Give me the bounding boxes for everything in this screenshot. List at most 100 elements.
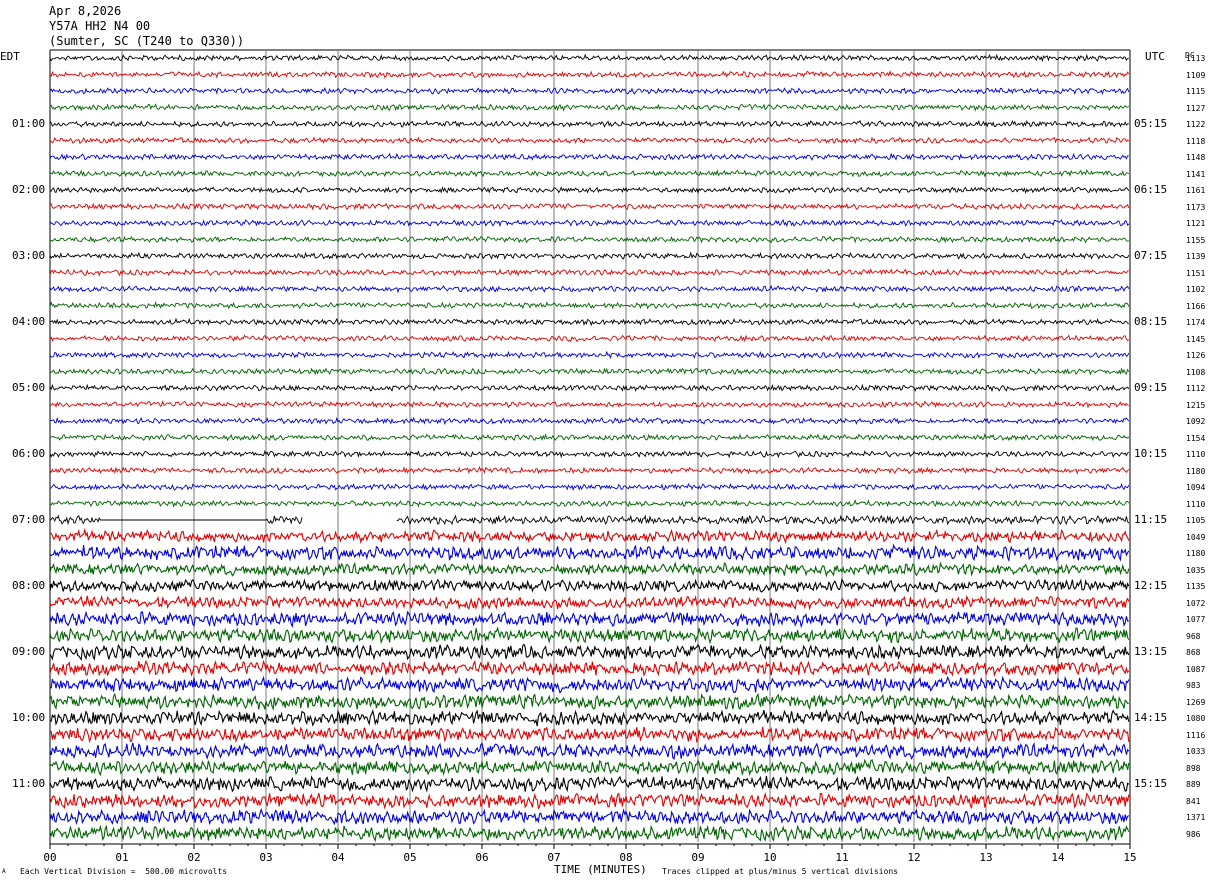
dc-offset-value: 1118 bbox=[1186, 136, 1206, 146]
dc-offset-value: 1080 bbox=[1186, 714, 1206, 723]
seismic-trace-line bbox=[49, 450, 1130, 459]
left-timezone-label: EDT bbox=[0, 50, 20, 63]
right-hour-label: 10:15 bbox=[1134, 447, 1168, 460]
left-hour-label: 05:00 bbox=[12, 381, 46, 394]
seismic-trace-line bbox=[49, 383, 1130, 393]
x-tick-label: 00 bbox=[43, 851, 56, 864]
right-hour-label: 05:15 bbox=[1134, 117, 1168, 130]
seismic-trace-line bbox=[49, 610, 1129, 629]
seismic-trace-line bbox=[49, 758, 1130, 777]
seismic-trace-line bbox=[49, 499, 1130, 508]
seismic-trace-line bbox=[49, 675, 1130, 694]
dc-offset-value: 889 bbox=[1186, 780, 1201, 789]
left-hour-label: 04:00 bbox=[12, 315, 46, 328]
dc-offset-value: 1102 bbox=[1186, 285, 1206, 294]
seismic-trace-line bbox=[49, 741, 1130, 761]
dc-offset-value: 1113 bbox=[1186, 54, 1206, 63]
seismic-trace-line bbox=[49, 692, 1129, 712]
seismic-trace-line bbox=[49, 643, 1130, 662]
seismic-trace-line bbox=[49, 235, 1130, 244]
right-timezone-label: UTC bbox=[1145, 50, 1165, 63]
dc-offset-value: 868 bbox=[1186, 648, 1201, 657]
seismic-trace-line bbox=[49, 136, 1130, 145]
seismic-trace-line bbox=[49, 400, 1130, 409]
header-location: (Sumter, SC (T240 to Q330)) bbox=[49, 34, 245, 48]
seismic-trace-line bbox=[49, 726, 1130, 744]
dc-offset-value: 1154 bbox=[1186, 433, 1206, 443]
x-tick-label: 02 bbox=[187, 851, 200, 864]
dc-offset-value: 1145 bbox=[1186, 334, 1206, 344]
seismic-trace-line bbox=[49, 185, 1130, 195]
x-tick-label: 04 bbox=[331, 851, 345, 864]
dc-offset-value: 1092 bbox=[1186, 417, 1206, 426]
x-axis-title: TIME (MINUTES) bbox=[554, 863, 647, 876]
dc-offset-value: 1121 bbox=[1186, 219, 1206, 228]
dc-offset-value: 1122 bbox=[1186, 120, 1206, 129]
x-tick-label: 12 bbox=[907, 851, 920, 864]
seismic-traces bbox=[49, 53, 1130, 843]
seismic-trace-line bbox=[49, 708, 1130, 727]
left-hour-label: 06:00 bbox=[12, 447, 46, 460]
left-hour-label: 11:00 bbox=[12, 777, 46, 790]
dc-offset-value: 1269 bbox=[1186, 697, 1206, 707]
dc-offset-value: 1151 bbox=[1186, 268, 1206, 278]
dc-offset-value: 1077 bbox=[1186, 615, 1206, 624]
header-station: Y57A HH2 N4 00 bbox=[49, 19, 151, 33]
dc-offset-value: 1174 bbox=[1186, 318, 1206, 327]
seismic-trace-line bbox=[49, 482, 1130, 492]
dc-offset-value: 1110 bbox=[1186, 450, 1206, 459]
x-tick-label: 13 bbox=[979, 851, 992, 864]
seismic-trace-line bbox=[49, 416, 1130, 425]
dc-offset-value: 1116 bbox=[1186, 730, 1206, 740]
x-tick-label: 10 bbox=[763, 851, 776, 864]
right-hour-label: 15:15 bbox=[1134, 777, 1168, 790]
dc-offset-value: 1166 bbox=[1186, 301, 1206, 311]
seismic-trace-line bbox=[49, 218, 1130, 228]
left-hour-label: 07:00 bbox=[12, 513, 46, 526]
seismic-trace-line bbox=[49, 268, 1129, 277]
dc-offset-value: 1215 bbox=[1186, 400, 1206, 410]
dc-offset-value: 1180 bbox=[1186, 549, 1206, 558]
left-hour-label: 02:00 bbox=[12, 183, 46, 196]
dc-offset-value: 1110 bbox=[1186, 499, 1206, 509]
seismic-trace-line bbox=[49, 527, 1130, 545]
seismic-trace-line bbox=[49, 561, 1130, 578]
seismic-trace-line bbox=[49, 626, 1130, 645]
x-tick-label: 11 bbox=[835, 851, 848, 864]
dc-offset-value: 986 bbox=[1186, 829, 1201, 839]
seismic-trace-line bbox=[49, 466, 1130, 475]
dc-offset-value: 1126 bbox=[1186, 351, 1206, 360]
seismic-trace-line bbox=[49, 87, 1130, 96]
dc-column-label: DC bbox=[1185, 51, 1195, 60]
dc-offset-value: 1072 bbox=[1186, 598, 1206, 608]
left-hour-label: 03:00 bbox=[12, 249, 46, 262]
right-hour-label: 14:15 bbox=[1134, 711, 1168, 724]
right-hour-label: 13:15 bbox=[1134, 645, 1168, 658]
right-hour-label: 09:15 bbox=[1134, 381, 1168, 394]
left-hour-label: 01:00 bbox=[12, 117, 46, 130]
right-hour-label: 12:15 bbox=[1134, 579, 1168, 592]
dc-offset-value: 1115 bbox=[1186, 87, 1206, 96]
dc-offset-value: 1112 bbox=[1186, 384, 1206, 393]
left-hour-label: 10:00 bbox=[12, 711, 46, 724]
x-tick-label: 03 bbox=[259, 851, 272, 864]
right-hour-label: 06:15 bbox=[1134, 183, 1168, 196]
seismic-trace-line bbox=[49, 152, 1129, 161]
seismic-trace-line bbox=[49, 103, 1130, 112]
dc-offset-value: 1105 bbox=[1186, 516, 1206, 525]
vertical-division-note: Each Vertical Division = 500.00 microvol… bbox=[20, 867, 228, 876]
dc-offset-value: 1109 bbox=[1186, 70, 1206, 80]
x-tick-label: 15 bbox=[1123, 851, 1136, 864]
dc-offset-value: 1371 bbox=[1186, 813, 1206, 822]
seismic-trace-line bbox=[49, 792, 1130, 810]
x-tick-label: 14 bbox=[1051, 851, 1065, 864]
dc-offset-value: 1087 bbox=[1186, 664, 1206, 674]
dc-offset-value: 1141 bbox=[1186, 169, 1206, 179]
minute-gridlines bbox=[49, 49, 1131, 845]
right-hour-label: 08:15 bbox=[1134, 315, 1168, 328]
corner-mark: A bbox=[2, 868, 6, 875]
seismic-trace-line bbox=[49, 807, 1130, 826]
seismic-trace-line bbox=[49, 543, 1130, 563]
dc-offset-value: 1108 bbox=[1186, 367, 1206, 377]
right-hour-label: 11:15 bbox=[1134, 513, 1168, 526]
